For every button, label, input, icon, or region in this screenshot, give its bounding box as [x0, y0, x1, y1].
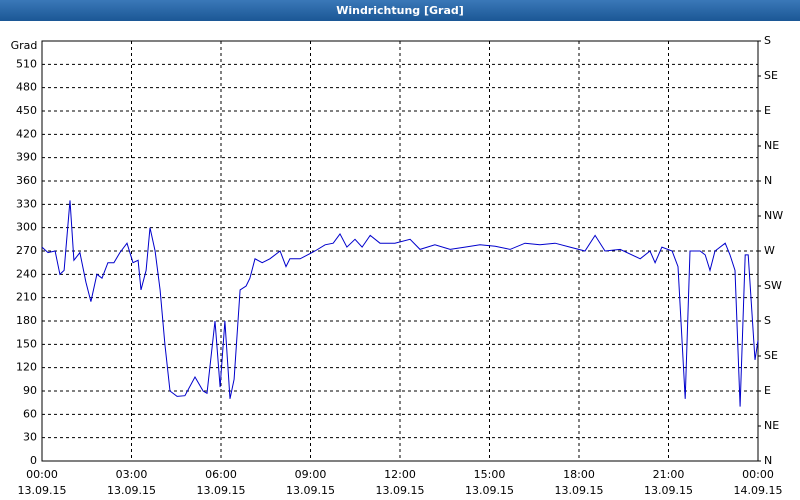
x-tick-date: 13.09.15	[376, 484, 425, 497]
y-tick-label: 270	[16, 244, 37, 257]
y2-tick-label: NE	[764, 419, 779, 432]
y2-tick-label: S	[764, 34, 771, 47]
x-tick-date: 13.09.15	[555, 484, 604, 497]
series-line	[41, 200, 759, 407]
x-tick-date: 14.09.15	[734, 484, 783, 497]
y-tick-label: 120	[16, 361, 37, 374]
y2-tick-label: SW	[764, 279, 782, 292]
x-tick-label: 12:00	[384, 468, 416, 481]
y2-tick-label: SE	[764, 349, 778, 362]
x-tick-date: 13.09.15	[18, 484, 67, 497]
y2-tick-label: E	[764, 104, 771, 117]
x-tick-label: 06:00	[205, 468, 237, 481]
y2-tick-label: NE	[764, 139, 779, 152]
x-tick-label: 09:00	[295, 468, 327, 481]
y-tick-label: 30	[23, 431, 37, 444]
y-tick-label: 510	[16, 57, 37, 70]
y2-tick-label: S	[764, 314, 771, 327]
x-tick-label: 15:00	[474, 468, 506, 481]
y-tick-label: 180	[16, 314, 37, 327]
y2-tick-label: W	[764, 244, 775, 257]
y-tick-label: 240	[16, 267, 37, 280]
x-tick-label: 00:00	[26, 468, 58, 481]
x-tick-date: 13.09.15	[286, 484, 335, 497]
y2-tick-label: N	[764, 174, 772, 187]
y2-tick-label: NW	[764, 209, 783, 222]
y2-tick-label: N	[764, 454, 772, 467]
x-tick-label: 00:00	[742, 468, 774, 481]
y-tick-label: 330	[16, 197, 37, 210]
x-tick-label: 18:00	[563, 468, 595, 481]
y-tick-label: 450	[16, 104, 37, 117]
y-tick-label: 420	[16, 127, 37, 140]
x-tick-label: 21:00	[653, 468, 685, 481]
plot-border	[41, 40, 759, 462]
x-tick-label: 03:00	[116, 468, 148, 481]
x-tick-date: 13.09.15	[197, 484, 246, 497]
y2-tick-label: E	[764, 384, 771, 397]
chart-title: Windrichtung [Grad]	[336, 4, 464, 17]
x-tick-date: 13.09.15	[107, 484, 156, 497]
y-tick-label: 360	[16, 174, 37, 187]
y-axis-label: Grad	[11, 39, 38, 52]
y-tick-label: 390	[16, 151, 37, 164]
y-tick-label: 480	[16, 81, 37, 94]
y-tick-label: 210	[16, 291, 37, 304]
y-tick-label: 60	[23, 407, 37, 420]
y-tick-label: 300	[16, 221, 37, 234]
y-tick-label: 0	[30, 454, 37, 467]
y-tick-label: 90	[23, 384, 37, 397]
y-tick-label: 150	[16, 337, 37, 350]
x-tick-date: 13.09.15	[644, 484, 693, 497]
y2-tick-label: SE	[764, 69, 778, 82]
x-tick-date: 13.09.15	[465, 484, 514, 497]
title-bar	[0, 0, 800, 21]
